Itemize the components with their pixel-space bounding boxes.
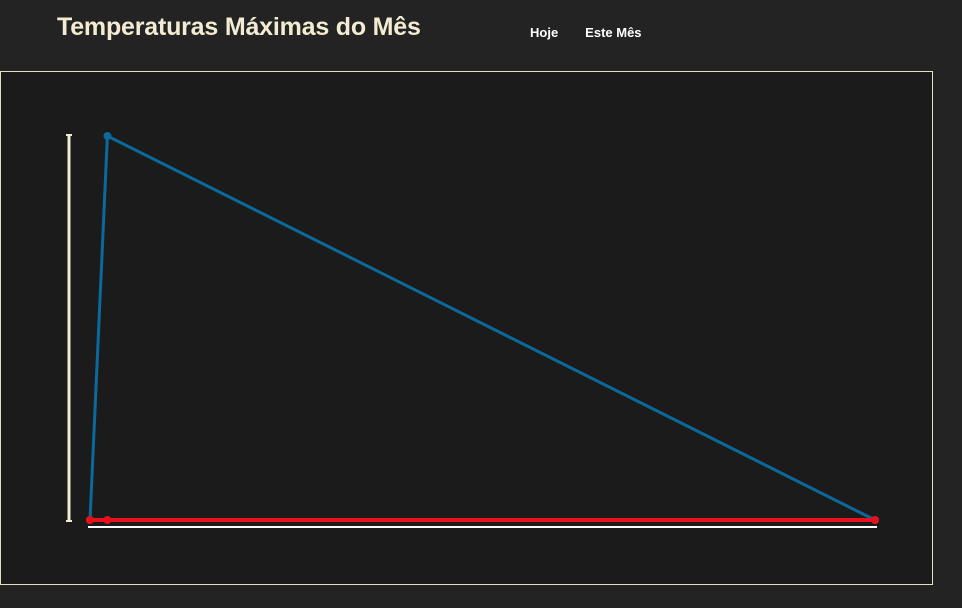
series-line-0 [90,136,875,520]
chart-panel [0,71,933,585]
line-chart [1,72,932,584]
series-layer [86,132,879,524]
data-point-0-1 [103,132,111,140]
nav-link-este-mes[interactable]: Este Mês [585,25,641,40]
nav-bar: Hoje Este Mês [530,25,669,40]
nav-link-hoje[interactable]: Hoje [530,25,558,40]
data-point-1-1 [103,516,111,524]
header: Temperaturas Máximas do Mês Hoje Este Mê… [0,0,962,70]
data-point-1-2 [871,516,879,524]
data-point-1-0 [86,516,94,524]
page-title: Temperaturas Máximas do Mês [57,13,421,42]
axes [66,135,877,527]
